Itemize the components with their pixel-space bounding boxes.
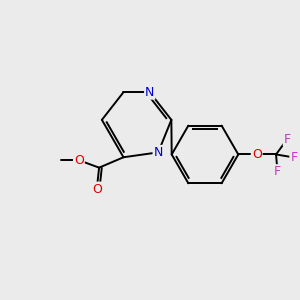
Text: F: F — [284, 133, 291, 146]
Text: F: F — [274, 165, 281, 178]
Text: N: N — [154, 146, 163, 159]
Text: O: O — [252, 148, 262, 161]
Text: F: F — [290, 151, 297, 164]
Text: N: N — [145, 86, 154, 99]
Text: O: O — [74, 154, 84, 167]
Text: O: O — [92, 183, 102, 196]
